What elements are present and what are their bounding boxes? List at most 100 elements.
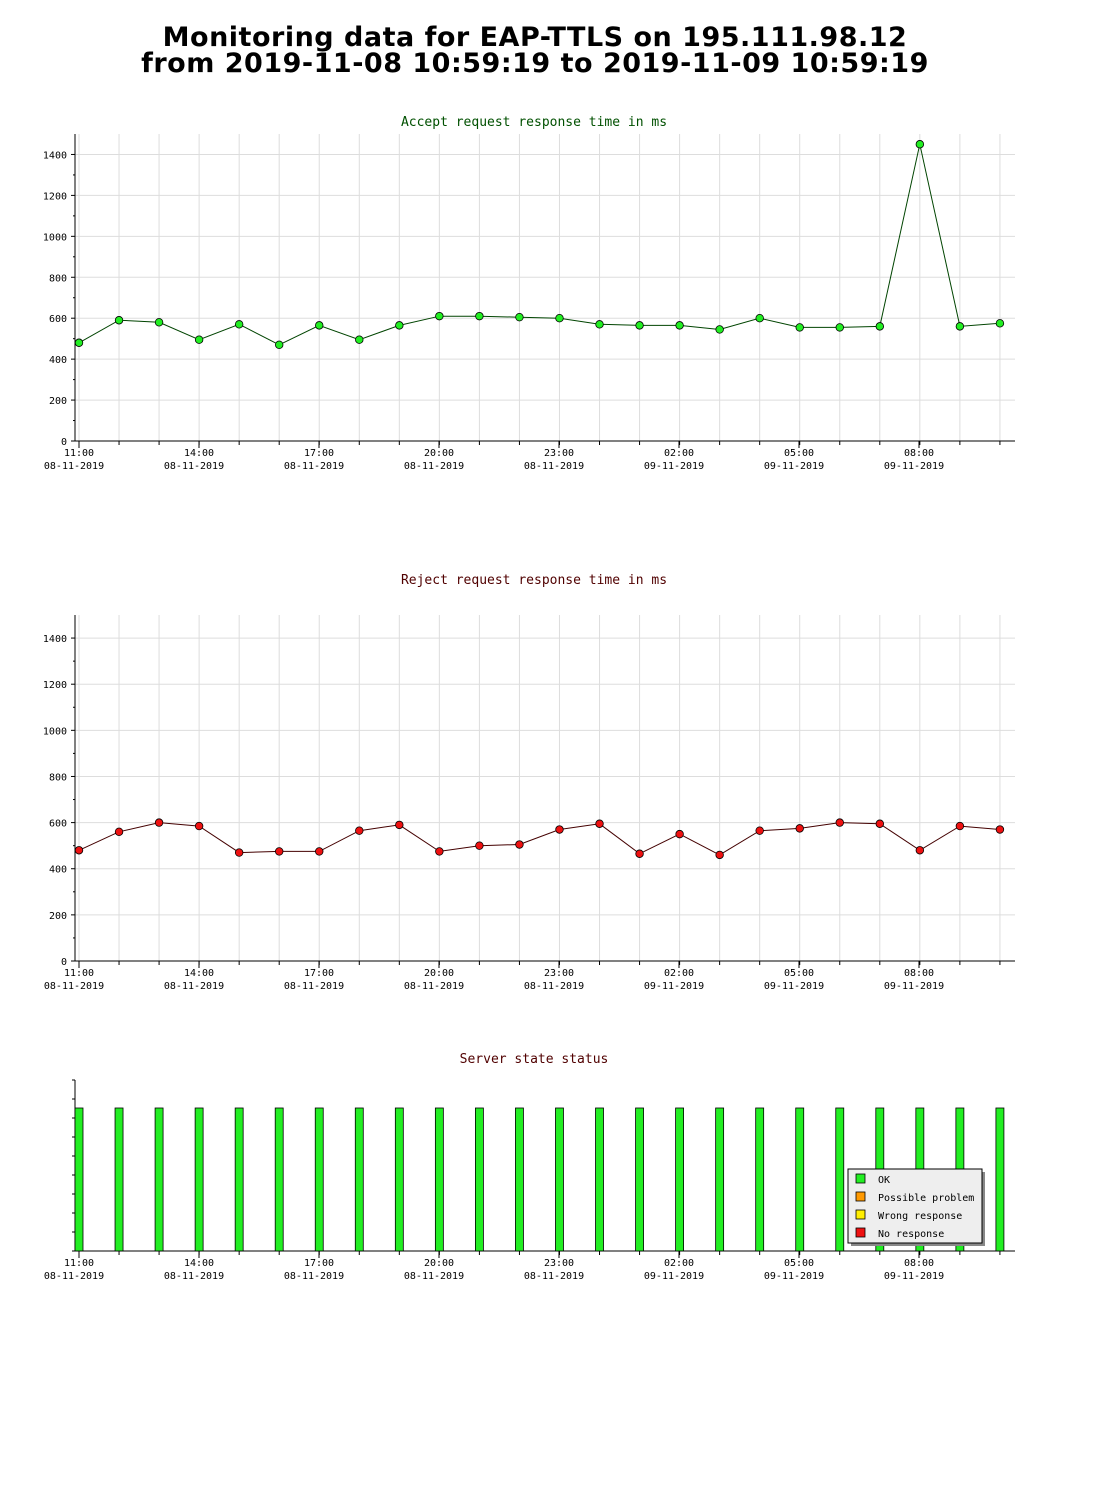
legend-swatch xyxy=(855,1191,866,1202)
legend-box xyxy=(847,1168,983,1244)
reject-x-tick-date: 08-11-2019 xyxy=(44,981,104,992)
status-x-tick-time: 05:00 xyxy=(784,1258,814,1269)
reject-data-point xyxy=(395,820,404,830)
accept-x-tick-date: 08-11-2019 xyxy=(524,461,584,472)
reject-x-tick-date: 08-11-2019 xyxy=(404,981,464,992)
accept-x-tick-date: 09-11-2019 xyxy=(764,461,824,472)
status-bar xyxy=(795,1107,805,1252)
accept-data-point xyxy=(715,325,724,334)
status-x-tick-time: 02:00 xyxy=(664,1258,694,1269)
status-legend: OK Possible problem Wrong response No respo… xyxy=(847,1168,985,1246)
reject-data-point xyxy=(595,819,604,828)
accept-y-tick-label: 800 xyxy=(49,273,67,284)
accept-data-point xyxy=(995,319,1005,328)
accept-y-tick-label: 1400 xyxy=(43,150,67,161)
reject-x-tick-date: 09-11-2019 xyxy=(884,981,944,992)
reject-y-tick-label: 800 xyxy=(49,772,67,783)
reject-y-tick-label: 1000 xyxy=(43,726,67,737)
status-x-tick-time: 11:00 xyxy=(64,1258,94,1269)
status-bar xyxy=(74,1107,84,1252)
reject-data-point xyxy=(755,826,764,835)
accept-x-tick-time: 08:00 xyxy=(904,448,934,459)
accept-data-point xyxy=(234,320,244,329)
reject-data-point xyxy=(635,849,644,858)
accept-data-point xyxy=(435,311,444,321)
reject-data-point xyxy=(234,848,244,857)
accept-data-point xyxy=(475,311,484,321)
reject-x-tick-date: 08-11-2019 xyxy=(524,981,584,992)
reject-data-point xyxy=(435,847,444,856)
reject-y-tick-label: 0 xyxy=(61,957,67,968)
reject-data-point xyxy=(194,821,204,831)
status-chart-title: Server state status xyxy=(460,1052,609,1067)
accept-y-tick-label: 0 xyxy=(61,437,67,448)
reject-x-tick-date: 08-11-2019 xyxy=(164,981,224,992)
reject-x-tick-time: 23:00 xyxy=(544,968,574,979)
status-x-tick-date: 08-11-2019 xyxy=(524,1271,584,1282)
accept-data-point xyxy=(395,321,404,330)
reject-x-tick-time: 11:00 xyxy=(64,968,94,979)
page-title-line-2: from 2019-11-08 10:59:19 to 2019-11-09 1… xyxy=(141,48,929,79)
accept-data-point xyxy=(595,320,604,329)
reject-x-tick-date: 08-11-2019 xyxy=(284,981,344,992)
accept-data-point xyxy=(795,323,804,332)
status-bar xyxy=(474,1107,484,1252)
reject-data-point xyxy=(74,846,84,855)
status-x-tick-time: 08:00 xyxy=(904,1258,934,1269)
reject-x-tick-time: 08:00 xyxy=(904,968,934,979)
accept-data-point xyxy=(194,335,204,344)
reject-data-point xyxy=(475,841,484,850)
status-x-tick-date: 09-11-2019 xyxy=(884,1271,944,1282)
page-title-line-1: Monitoring data for EAP-TTLS on 195.111.… xyxy=(162,22,908,53)
reject-series-line xyxy=(78,822,1000,856)
accept-data-point xyxy=(635,321,644,330)
accept-x-tick-time: 23:00 xyxy=(544,448,574,459)
status-x-tick-date: 08-11-2019 xyxy=(44,1271,104,1282)
reject-data-point xyxy=(715,850,724,860)
legend-label: OK xyxy=(878,1175,890,1186)
legend-swatch xyxy=(855,1227,866,1238)
status-bar xyxy=(755,1107,765,1252)
reject-x-tick-time: 05:00 xyxy=(784,968,814,979)
status-x-tick-date: 08-11-2019 xyxy=(404,1271,464,1282)
accept-data-point xyxy=(955,322,965,331)
reject-y-tick-label: 200 xyxy=(49,911,67,922)
reject-x-tick-time: 02:00 xyxy=(664,968,694,979)
reject-x-tick-date: 09-11-2019 xyxy=(644,981,704,992)
reject-data-point xyxy=(875,819,884,828)
status-bar xyxy=(995,1107,1005,1252)
reject-data-point xyxy=(955,821,965,831)
reject-x-tick-date: 09-11-2019 xyxy=(764,981,824,992)
status-x-tick-time: 20:00 xyxy=(424,1258,454,1269)
legend-label: Wrong response xyxy=(878,1211,962,1222)
accept-y-tick-label: 400 xyxy=(49,355,67,366)
reject-data-point xyxy=(355,826,364,835)
reject-data-point xyxy=(315,847,324,856)
reject-x-tick-time: 20:00 xyxy=(424,968,454,979)
status-x-tick-time: 14:00 xyxy=(184,1258,214,1269)
status-x-tick-date: 09-11-2019 xyxy=(764,1271,824,1282)
status-bar xyxy=(234,1107,244,1252)
accept-x-tick-time: 02:00 xyxy=(664,448,694,459)
status-bar xyxy=(154,1107,164,1252)
status-bar xyxy=(434,1107,444,1252)
accept-x-tick-date: 08-11-2019 xyxy=(44,461,104,472)
status-x-tick-date: 09-11-2019 xyxy=(644,1271,704,1282)
status-bar xyxy=(555,1107,564,1252)
accept-x-tick-time: 20:00 xyxy=(424,448,454,459)
accept-x-tick-date: 08-11-2019 xyxy=(404,461,464,472)
legend-label: No response xyxy=(878,1229,944,1240)
status-x-tick-time: 17:00 xyxy=(304,1258,334,1269)
accept-data-point xyxy=(355,335,364,344)
accept-data-point xyxy=(74,338,84,347)
reject-y-tick-label: 400 xyxy=(49,865,67,876)
status-x-tick-time: 23:00 xyxy=(544,1258,574,1269)
reject-y-tick-label: 1200 xyxy=(43,680,67,691)
reject-data-point xyxy=(795,824,804,833)
reject-chart-title: Reject request response time in ms xyxy=(401,573,667,588)
reject-y-tick-label: 1400 xyxy=(43,634,67,645)
accept-chart: Accept request response time in ms 0 200 40… xyxy=(43,115,1015,472)
status-bar xyxy=(274,1107,284,1252)
status-chart: Server state status 11:00 08-11-2019 14:00 0… xyxy=(44,1052,1015,1282)
